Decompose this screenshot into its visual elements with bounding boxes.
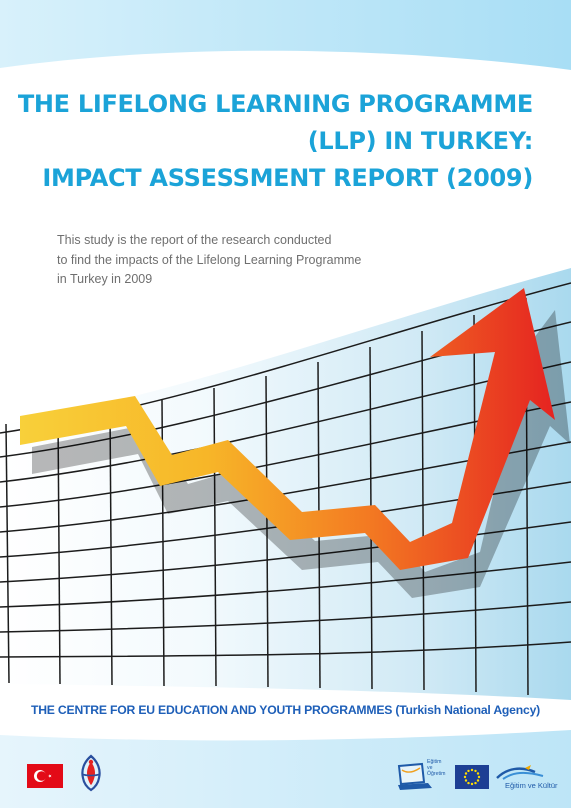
subtitle-line-1: This study is the report of the research… (57, 233, 332, 247)
turkey-flag-icon (27, 764, 63, 788)
subtitle-line-2: to find the impacts of the Lifelong Lear… (57, 252, 362, 267)
rising-arrow (20, 288, 555, 570)
title-line-1: THE LIFELONG LEARNING PROGRAMME (17, 90, 533, 118)
chart-grid-panel (0, 268, 571, 700)
laptop-logo-text: Eğitim ve Öğretim (427, 759, 446, 777)
education-culture-label: Eğitim ve Kültür (505, 781, 558, 790)
title-line-3: IMPACT ASSESSMENT REPORT (2009) (42, 164, 533, 192)
bottom-band (0, 730, 571, 808)
chart-grid-lines (0, 282, 571, 696)
education-culture-logo-icon (496, 765, 544, 780)
report-subtitle: This study is the report of the research… (57, 231, 397, 290)
laptop-logo-icon (397, 762, 432, 790)
top-sky-band (0, 0, 571, 70)
subtitle-line-3: in Turkey in 2009 (57, 272, 153, 286)
agency-name: THE CENTRE FOR EU EDUCATION AND YOUTH PR… (30, 703, 541, 717)
arrow-shadow (32, 310, 570, 598)
eu-flag-icon (455, 765, 489, 789)
title-line-2: (LLP) IN TURKEY: (307, 127, 534, 155)
report-title: THE LIFELONG LEARNING PROGRAMME (LLP) IN… (13, 86, 533, 197)
national-agency-emblem-icon (81, 754, 101, 792)
